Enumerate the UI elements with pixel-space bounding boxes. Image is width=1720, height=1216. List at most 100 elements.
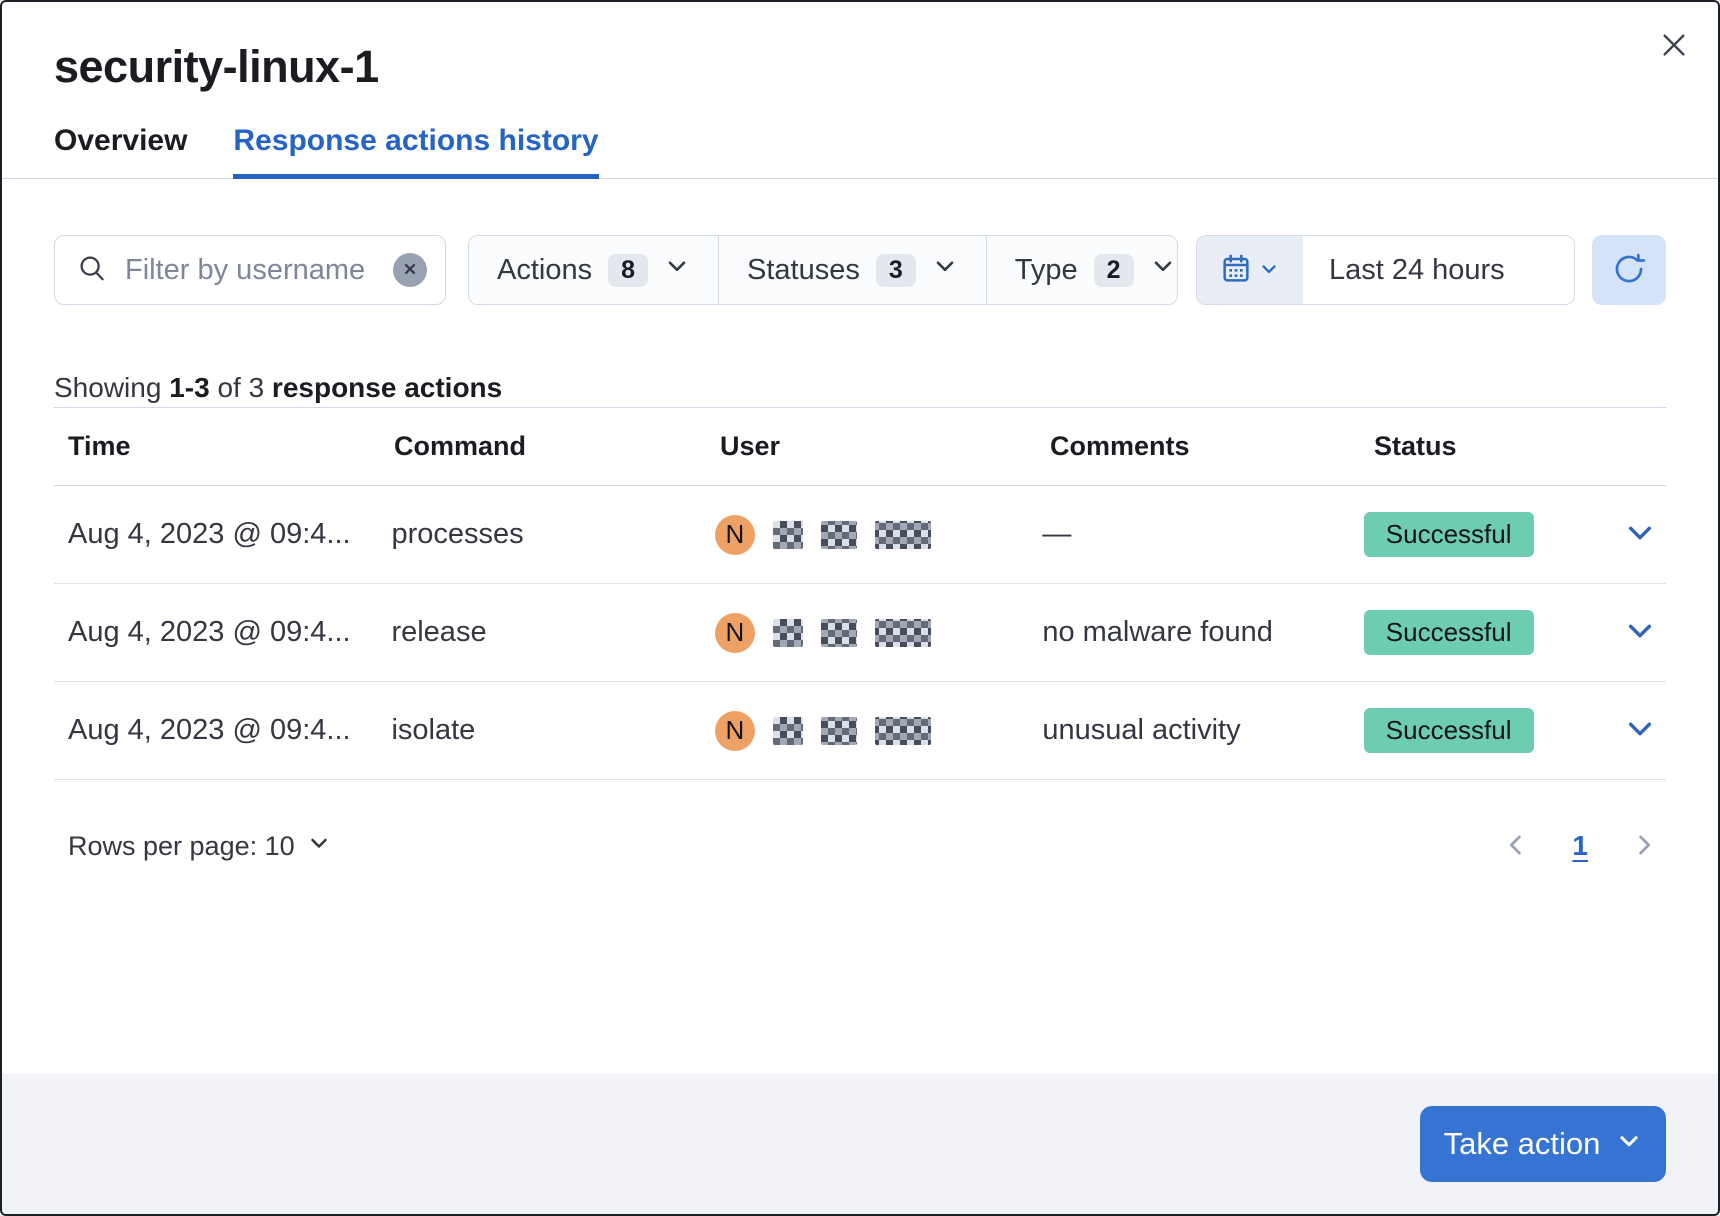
column-header-comments: Comments xyxy=(1050,431,1190,461)
flyout-footer: Take action xyxy=(2,1074,1718,1214)
table-row: Aug 4, 2023 @ 09:4... processes N — Succ… xyxy=(54,486,1666,584)
chevron-down-icon xyxy=(932,253,958,287)
column-header-command: Command xyxy=(394,431,527,461)
redacted-username xyxy=(874,716,931,745)
tab-response-actions-history[interactable]: Response actions history xyxy=(233,124,599,179)
filter-statuses-count: 3 xyxy=(875,253,916,287)
filter-type-button[interactable]: Type 2 xyxy=(985,236,1177,304)
cell-command: release xyxy=(391,616,487,648)
redacted-username xyxy=(820,618,857,647)
table-row: Aug 4, 2023 @ 09:4... release N no malwa… xyxy=(54,584,1666,682)
results-summary: Showing 1-3 of 3 response actions xyxy=(54,371,1666,405)
date-picker: Last 24 hours xyxy=(1195,235,1575,305)
cell-user: N xyxy=(701,710,1028,751)
refresh-button[interactable] xyxy=(1591,235,1667,305)
filter-actions-button[interactable]: Actions 8 xyxy=(469,236,719,304)
chevron-down-icon xyxy=(1624,615,1656,650)
filter-actions-count: 8 xyxy=(608,253,649,287)
cell-status: Successful xyxy=(1350,609,1578,656)
filter-type-label: Type xyxy=(1014,253,1078,286)
filter-toolbar: Actions 8 Statuses 3 Type 2 xyxy=(54,235,1667,305)
cell-time: Aug 4, 2023 @ 09:4... xyxy=(68,616,351,648)
chevron-down-icon xyxy=(1259,259,1279,282)
flyout-body: Actions 8 Statuses 3 Type 2 xyxy=(2,179,1718,1074)
search-input[interactable] xyxy=(125,253,375,287)
column-header-status: Status xyxy=(1374,431,1457,461)
chevron-down-icon xyxy=(1150,253,1176,287)
cell-comment: no malware found xyxy=(1042,616,1273,648)
cell-time: Aug 4, 2023 @ 09:4... xyxy=(68,518,351,550)
search-box xyxy=(54,235,446,305)
redacted-username xyxy=(772,618,803,647)
chevron-down-icon xyxy=(307,831,331,862)
avatar: N xyxy=(714,514,755,555)
page-title: security-linux-1 xyxy=(54,41,379,92)
filter-group: Actions 8 Statuses 3 Type 2 xyxy=(468,235,1178,305)
status-badge: Successful xyxy=(1363,707,1534,754)
cell-time: Aug 4, 2023 @ 09:4... xyxy=(68,714,351,746)
cell-command: processes xyxy=(391,518,524,550)
filter-actions-label: Actions xyxy=(497,253,593,286)
response-actions-table: Time Command User Comments Status Aug 4,… xyxy=(54,407,1666,780)
chevron-left-icon xyxy=(1502,831,1530,862)
tab-overview[interactable]: Overview xyxy=(54,124,187,178)
close-icon xyxy=(1659,30,1689,63)
clear-icon xyxy=(402,261,418,280)
take-action-label: Take action xyxy=(1443,1126,1601,1161)
chevron-down-icon xyxy=(1624,517,1656,552)
redacted-username xyxy=(874,618,931,647)
cell-command: isolate xyxy=(391,714,476,746)
chevron-down-icon xyxy=(1624,713,1656,748)
cell-comment: unusual activity xyxy=(1042,714,1241,746)
date-range-button[interactable]: Last 24 hours xyxy=(1302,236,1574,304)
expand-row-button[interactable] xyxy=(1614,607,1666,659)
cell-user: N xyxy=(701,514,1028,555)
status-badge: Successful xyxy=(1363,609,1534,656)
pagination: 1 xyxy=(1494,824,1666,868)
clear-search-button[interactable] xyxy=(393,253,427,287)
summary-showing: Showing xyxy=(54,372,162,403)
summary-of: of 3 xyxy=(217,372,265,403)
tab-bar: Overview Response actions history xyxy=(54,124,1666,179)
redacted-username xyxy=(820,520,857,549)
calendar-icon xyxy=(1220,253,1252,288)
status-badge: Successful xyxy=(1363,511,1534,558)
redacted-username xyxy=(820,716,857,745)
chevron-down-icon xyxy=(664,253,690,287)
redacted-username xyxy=(772,716,803,745)
table-pagination-bar: Rows per page: 10 1 xyxy=(54,822,1666,870)
table-header-row: Time Command User Comments Status xyxy=(54,407,1666,486)
chevron-right-icon xyxy=(1630,831,1658,862)
page-number-1[interactable]: 1 xyxy=(1568,830,1592,862)
redacted-username xyxy=(874,520,931,549)
redacted-username xyxy=(772,520,803,549)
summary-entity: response actions xyxy=(271,372,503,403)
filter-statuses-button[interactable]: Statuses 3 xyxy=(718,236,986,304)
next-page-button[interactable] xyxy=(1622,824,1666,868)
close-button[interactable] xyxy=(1652,24,1696,68)
expand-row-button[interactable] xyxy=(1614,705,1666,757)
filter-type-count: 2 xyxy=(1093,253,1134,287)
chevron-down-icon xyxy=(1616,1126,1642,1162)
cell-user: N xyxy=(701,612,1028,653)
expand-row-button[interactable] xyxy=(1614,509,1666,561)
avatar: N xyxy=(714,612,755,653)
header-divider xyxy=(2,178,1718,179)
flyout-header: security-linux-1 Overview Response actio… xyxy=(2,2,1718,179)
search-icon xyxy=(77,253,107,288)
rows-per-page-label: Rows per page: 10 xyxy=(68,830,295,861)
table-row: Aug 4, 2023 @ 09:4... isolate N unusual … xyxy=(54,682,1666,780)
column-header-user: User xyxy=(720,431,781,461)
date-quick-select-button[interactable] xyxy=(1196,236,1303,304)
cell-status: Successful xyxy=(1350,511,1578,558)
rows-per-page-button[interactable]: Rows per page: 10 xyxy=(54,831,331,862)
avatar: N xyxy=(714,710,755,751)
take-action-button[interactable]: Take action xyxy=(1420,1106,1666,1182)
filter-statuses-label: Statuses xyxy=(747,253,860,286)
refresh-icon xyxy=(1612,252,1646,289)
previous-page-button[interactable] xyxy=(1494,824,1538,868)
cell-comment: — xyxy=(1042,518,1072,550)
cell-status: Successful xyxy=(1350,707,1578,754)
column-header-time: Time xyxy=(68,431,131,461)
